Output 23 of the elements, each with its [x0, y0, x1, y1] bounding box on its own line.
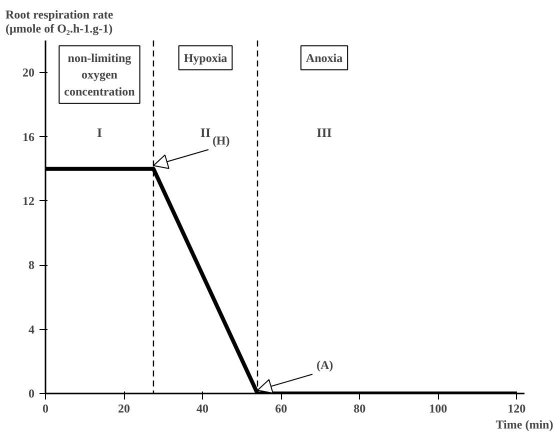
annotation: (H) — [212, 134, 230, 148]
annotation: Hypoxia — [184, 50, 228, 65]
x-tick-label: 60 — [275, 402, 288, 416]
annotation: III — [316, 124, 332, 140]
x-tick-label: 120 — [508, 402, 526, 416]
annotation: non-limiting oxygen concentration — [64, 50, 136, 98]
annotation: Anoxia — [306, 50, 343, 65]
y-axis-title: Root respiration rate (µmole of O₂.h-1.g-1) — [6, 8, 114, 36]
x-tick-label: 20 — [118, 402, 130, 416]
annotation: II — [200, 124, 211, 140]
y-tick-label: 12 — [22, 194, 34, 208]
x-tick-label: 0 — [42, 402, 48, 416]
annotation: (A) — [316, 358, 334, 372]
y-tick-label: 4 — [28, 322, 34, 336]
x-tick-label: 100 — [429, 402, 448, 416]
y-tick-label: 16 — [22, 130, 34, 144]
x-tick-label: 80 — [354, 402, 366, 416]
x-tick-label: 40 — [196, 402, 209, 416]
y-tick-label: 0 — [28, 386, 34, 400]
y-tick-label: 20 — [22, 66, 34, 80]
y-tick-label: 8 — [28, 258, 34, 272]
annotation: I — [96, 124, 102, 140]
x-axis-title: Time (min) — [496, 418, 554, 432]
